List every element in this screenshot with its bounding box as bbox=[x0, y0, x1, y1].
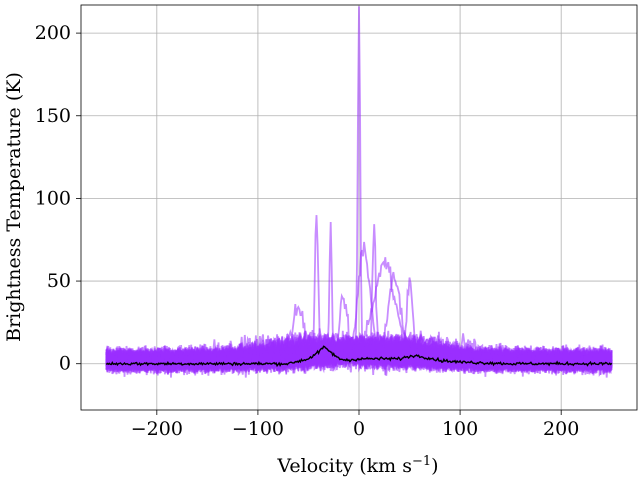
y-axis-label: Brightness Temperature (K) bbox=[3, 72, 25, 342]
y-tick-label: 100 bbox=[35, 187, 71, 209]
x-tick-label: 0 bbox=[353, 418, 365, 440]
y-tick-label: 200 bbox=[35, 22, 71, 44]
x-ticks: −200 −100 0 100 200 bbox=[131, 410, 579, 440]
x-tick-label: 200 bbox=[543, 418, 579, 440]
x-tick-label: −200 bbox=[131, 418, 183, 440]
mean-series bbox=[105, 345, 613, 368]
x-tick-label: 100 bbox=[442, 418, 478, 440]
y-tick-label: 150 bbox=[35, 105, 71, 127]
mean-spectrum-line bbox=[105, 345, 613, 368]
x-axis-label: Velocity (km s−1) bbox=[276, 454, 438, 477]
y-tick-label: 0 bbox=[59, 353, 71, 375]
y-tick-label: 50 bbox=[47, 270, 71, 292]
x-tick-label: −100 bbox=[232, 418, 284, 440]
plot-area bbox=[105, 6, 613, 378]
y-ticks: 0 50 100 150 200 bbox=[35, 22, 81, 375]
